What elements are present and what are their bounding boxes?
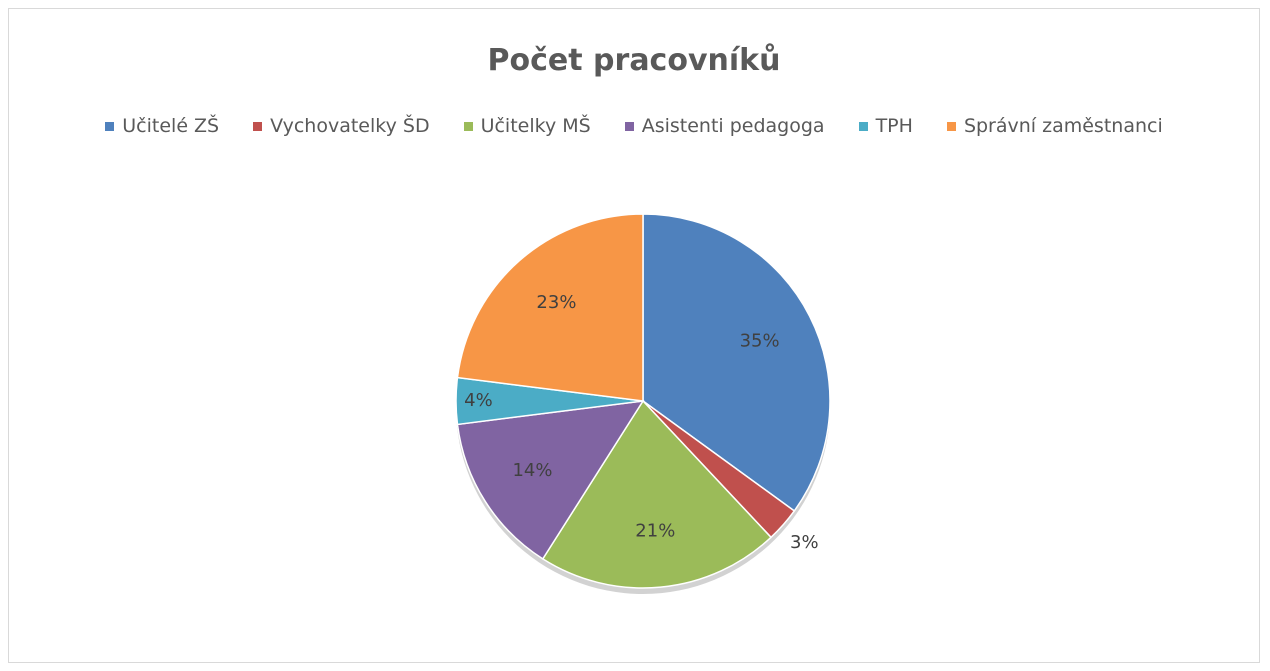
legend-item: Učitelky MŠ bbox=[463, 115, 591, 137]
legend-swatch bbox=[105, 121, 115, 131]
legend-item: Vychovatelky ŠD bbox=[253, 115, 430, 137]
legend-label: Vychovatelky ŠD bbox=[270, 115, 430, 137]
data-label: 35% bbox=[740, 331, 780, 352]
legend-item: Správní zaměstnanci bbox=[946, 115, 1163, 137]
legend: Učitelé ZŠ Vychovatelky ŠD Učitelky MŠ Asis… bbox=[9, 115, 1259, 137]
chart-frame: Počet pracovníků Učitelé ZŠ Vychovatelky … bbox=[8, 8, 1260, 663]
legend-swatch bbox=[463, 121, 473, 131]
legend-item: Učitelé ZŠ bbox=[105, 115, 219, 137]
data-label: 21% bbox=[635, 520, 675, 541]
data-label: 23% bbox=[536, 292, 576, 313]
legend-swatch bbox=[253, 121, 263, 131]
pie-slice bbox=[456, 400, 645, 560]
legend-item: TPH bbox=[858, 115, 913, 137]
data-label: 14% bbox=[512, 460, 552, 481]
pie-slice bbox=[541, 399, 773, 589]
pie-slice bbox=[642, 213, 831, 512]
legend-label: TPH bbox=[875, 115, 913, 137]
pie-slice bbox=[456, 213, 644, 402]
legend-label: Správní zaměstnanci bbox=[963, 115, 1163, 137]
chart-title: Počet pracovníků bbox=[487, 43, 781, 78]
legend-label: Asistenti pedagoga bbox=[641, 115, 825, 137]
data-label: 3% bbox=[790, 532, 819, 553]
legend-label: Učitelky MŠ bbox=[480, 115, 591, 137]
legend-item: Asistenti pedagoga bbox=[624, 115, 825, 137]
legend-label: Učitelé ZŠ bbox=[122, 115, 220, 137]
legend-swatch bbox=[624, 121, 634, 131]
legend-swatch bbox=[946, 121, 956, 131]
data-label: 4% bbox=[464, 390, 493, 411]
legend-swatch bbox=[858, 121, 868, 131]
